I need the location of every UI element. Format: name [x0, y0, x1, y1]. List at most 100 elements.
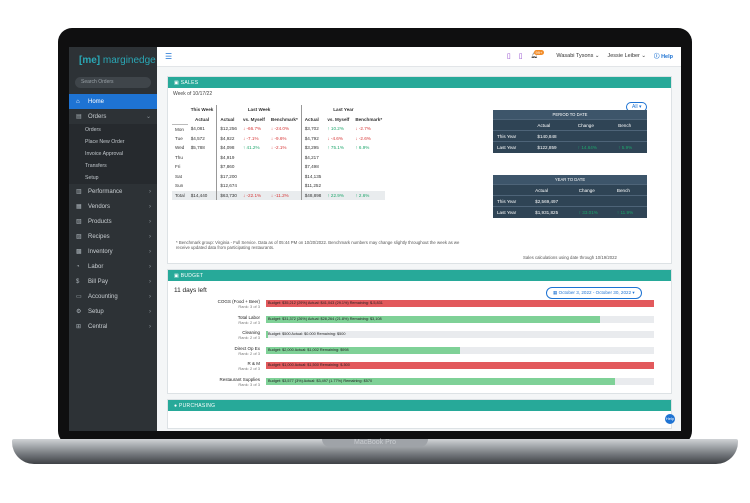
- search-input[interactable]: Search Orders: [75, 77, 151, 88]
- sidebar-item-recipes[interactable]: ▨ Recipes ›: [76, 233, 151, 241]
- col-last-week: Last Week: [216, 105, 302, 115]
- budget-label: Restaurant Supplies Rank: 3 of 3: [219, 376, 260, 387]
- sales-card: ▣ SALES Week of 10/17/22 All ▾ This Week…: [167, 76, 672, 264]
- col-benchmark: Benchmark*: [270, 116, 298, 122]
- table-row: Fri $7,860 $7,498: [172, 162, 385, 172]
- chevron-right-icon: ›: [149, 278, 151, 285]
- chevron-right-icon: ›: [149, 248, 151, 255]
- total-row: Total $14,440 $63,730 ↓ -22.1% ↓ -11.2% $48,8…: [172, 190, 386, 200]
- help-link[interactable]: ⓘ Help: [654, 54, 673, 60]
- col-last-year: Last Year: [300, 105, 386, 115]
- budget-bar: Budget: $500 Actual: $0.000 Remaining: $…: [266, 331, 654, 338]
- cart-icon: ▤: [76, 114, 82, 120]
- laptop-notch: [322, 439, 428, 447]
- nav-icon: ▦: [76, 204, 82, 210]
- budget-header: ▣ BUDGET: [168, 270, 671, 281]
- sidebar-item-orders[interactable]: ▤ Orders ⌄: [76, 113, 151, 121]
- sidebar-item-vendors[interactable]: ▦ Vendors ›: [76, 203, 151, 211]
- budget-label: R & M Rank: 2 of 3: [238, 361, 260, 371]
- table-row: Mon $4,081 $12,256 ↓ -66.7% ↓ -24.0% $3,702 ↑ …: [172, 124, 385, 134]
- nav-icon: ◔: [76, 263, 80, 270]
- sidebar-subitem[interactable]: Orders: [69, 124, 157, 136]
- budget-bar-fill: Budget: $35,212 (29%) Actual: $41,043 (2…: [266, 300, 654, 307]
- sidebar-subitem[interactable]: Invoice Approval: [69, 148, 157, 160]
- budget-label: COGS (Food + Beer) Rank: 3 of 3: [217, 299, 260, 309]
- sidebar-item-home[interactable]: ⌂ Home: [69, 94, 157, 109]
- location-select[interactable]: Wasabi Tysons ⌄: [556, 53, 600, 59]
- home-icon: ⌂: [76, 98, 80, 105]
- benchmark-footnote: * Benchmark group: Virginia - Full Servi…: [176, 240, 460, 250]
- budget-bar: Budget: $2,000 Actual: $1,002 Remaining:…: [266, 346, 654, 354]
- purchasing-card: ● PURCHASING: [167, 399, 672, 429]
- notification-badge: 99+: [533, 50, 545, 55]
- table-row: Sun $12,674 $11,252: [172, 181, 385, 191]
- file-icon[interactable]: ▯: [518, 53, 523, 60]
- col-vs-myself: vs. Myself: [242, 116, 265, 122]
- screen: [me] marginedge Search Orders ⌂ Home ▤ Ord…: [69, 47, 681, 431]
- sales-header: ▣ SALES: [168, 77, 671, 88]
- sidebar-item-central[interactable]: ⊞ Central ›: [76, 323, 151, 331]
- budget-card: ▣ BUDGET 11 days left ▦ October 3, 2022 …: [167, 269, 672, 394]
- logo[interactable]: [me] marginedge: [79, 54, 156, 66]
- nav-icon: ▩: [76, 249, 82, 255]
- sidebar-item-bill-pay[interactable]: $ Bill Pay ›: [76, 278, 151, 285]
- chevron-right-icon: ›: [149, 293, 151, 300]
- sidebar-item-products[interactable]: ▧ Products ›: [76, 218, 151, 226]
- chevron-down-icon: ⌄: [145, 114, 151, 120]
- sidebar-item-inventory[interactable]: ▩ Inventory ›: [76, 248, 151, 256]
- nav-icon: ▧: [76, 219, 82, 225]
- table-row: Sat $17,200 $14,135: [172, 171, 385, 181]
- sidebar-item-labor[interactable]: ◔ Labor ›: [76, 263, 151, 270]
- menu-icon[interactable]: ☰: [165, 52, 173, 61]
- sidebar-subitem[interactable]: Place New Order: [69, 136, 157, 148]
- budget-label: Direct Op Ex Rank: 2 of 3: [234, 345, 260, 356]
- sidebar: [me] marginedge Search Orders ⌂ Home ▤ Ord…: [69, 47, 157, 431]
- main-content: ▣ SALES Week of 10/17/22 All ▾ This Week…: [167, 76, 672, 431]
- topbar-right: ▯ ▯ 🔔︎99+ Wasabi Tysons ⌄ Jessie Leiber …: [506, 50, 673, 60]
- document-icon[interactable]: ▯: [506, 53, 511, 60]
- nav-icon: ⚙: [76, 309, 82, 315]
- chevron-right-icon: ›: [149, 233, 151, 240]
- sidebar-item-accounting[interactable]: ▭ Accounting ›: [76, 293, 151, 301]
- col-actual: Actual: [216, 114, 240, 124]
- nav-icon: ▥: [76, 189, 82, 195]
- chat-button[interactable]: Help: [665, 414, 675, 424]
- date-range-select[interactable]: ▦ October 3, 2022 - October 30, 2022 ▾: [546, 287, 642, 299]
- calc-note: Sales calculations using date through 10…: [523, 255, 617, 260]
- col-this-week: This Week: [190, 107, 214, 113]
- bell-icon[interactable]: 🔔︎99+: [530, 50, 545, 59]
- budget-bar-fill: Budget: $1,000 Actual: $1,500 Remaining:…: [266, 362, 654, 369]
- user-menu[interactable]: Jessie Leiber ⌄: [607, 53, 647, 59]
- sidebar-item-performance[interactable]: ▥ Performance ›: [76, 188, 151, 196]
- chevron-right-icon: ›: [149, 263, 151, 270]
- sidebar-items: ▥ Performance › ▦ Vendors › ▧ Products › ▨ Recipes…: [69, 184, 157, 334]
- budget-bar-fill: Budget: $500 Actual: $0.000 Remaining: $…: [266, 331, 346, 338]
- nav-icon: $: [76, 278, 80, 285]
- sales-rows: Mon $4,081 $12,256 ↓ -66.7% ↓ -24.0% $3,702 ↑ …: [172, 124, 386, 200]
- chevron-right-icon: ›: [149, 188, 151, 195]
- days-left: 11 days left: [174, 287, 207, 294]
- sales-table: This Week Last Week Last Year Actual Actual…: [172, 105, 386, 200]
- nav-icon: ⊞: [76, 324, 82, 330]
- col-benchmark: Benchmark*: [355, 116, 383, 122]
- budget-bar: Budget: $3,577 (3%) Actual: $3,497 (1.77…: [266, 377, 654, 385]
- chevron-right-icon: ›: [149, 203, 151, 210]
- budget-bar: Budget: $35,212 (29%) Actual: $41,043 (2…: [266, 300, 654, 307]
- col-actual: Actual: [195, 116, 210, 122]
- sidebar-subitem[interactable]: Setup: [69, 172, 157, 184]
- table-row: Thu $4,919 $4,217: [172, 152, 385, 162]
- device-label: MacBook Pro: [353, 439, 397, 446]
- table-row: Wed $5,788 $4,098 ↑ 41.2% ↓ -2.1% $3,295 ↑ 75.…: [172, 143, 385, 153]
- purchasing-header: ● PURCHASING: [168, 400, 671, 411]
- nav-icon: ▨: [76, 234, 82, 240]
- nav-icon: ▭: [76, 294, 82, 300]
- col-vs-myself: vs. Myself: [327, 116, 350, 122]
- budget-label: Cleaning Rank: 2 of 3: [238, 330, 260, 340]
- sidebar-subitem[interactable]: Transfers: [69, 160, 157, 172]
- sidebar-item-setup[interactable]: ⚙ Setup ›: [76, 308, 151, 316]
- budget-bar-fill: Budget: $2,000 Actual: $1,002 Remaining:…: [266, 346, 460, 354]
- chevron-right-icon: ›: [149, 323, 151, 330]
- sidebar-nav: ⌂ Home ▤ Orders ⌄ Orders Place New Order In…: [69, 94, 157, 334]
- chevron-right-icon: ›: [149, 308, 151, 315]
- table-row: Tue $4,572 $4,922 ↓ -7.1% ↓ -9.6% $4,792 ↓ -4.…: [172, 133, 385, 143]
